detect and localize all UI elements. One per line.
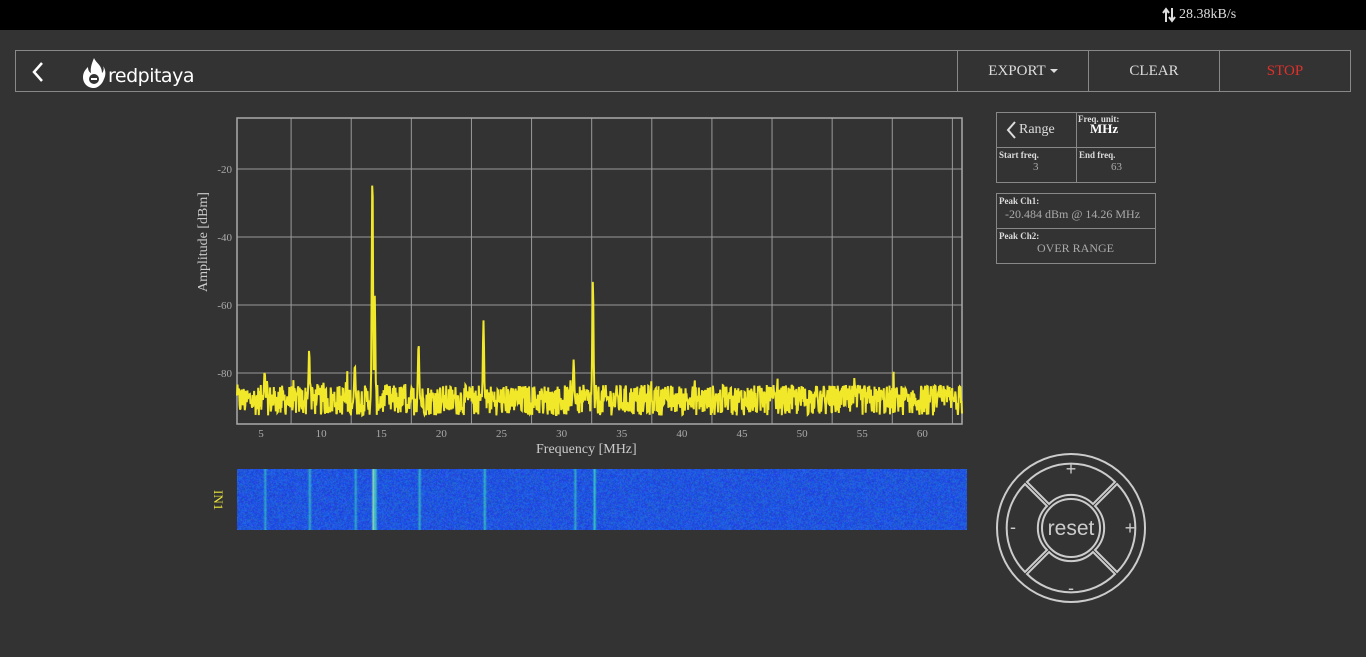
- spectrum-trace-ch1: [236, 185, 963, 418]
- export-label: EXPORT: [988, 62, 1046, 79]
- x-tick-label: 5: [258, 428, 264, 440]
- peak-ch1-value: -20.484 dBm @ 14.26 MHz: [1005, 207, 1141, 221]
- x-tick-label: 45: [736, 428, 748, 440]
- freq-unit-label: Freq. unit:: [1078, 114, 1120, 124]
- spectrum-chart[interactable]: 5 10 15 20 25 30 35 40 45 50 55 60 -20 -40 -60 -80: [0, 0, 1366, 470]
- peak-ch1: Peak Ch1: -20.484 dBm @ 14.26 MHz: [997, 194, 1155, 229]
- redpitaya-logo: redpitaya: [82, 56, 194, 90]
- stop-button[interactable]: STOP: [1219, 51, 1350, 91]
- y-tick-label: -60: [217, 300, 232, 312]
- chevron-left-icon: [32, 62, 43, 82]
- x-axis-label: Frequency [MHz]: [536, 442, 637, 457]
- x-tick-label: 40: [676, 428, 688, 440]
- x-tick-label: 10: [316, 428, 328, 440]
- reset-button[interactable]: reset: [1041, 498, 1101, 558]
- peak-ch1-label: Peak Ch1:: [999, 196, 1040, 206]
- back-button[interactable]: [24, 57, 54, 87]
- app-header: redpitaya EXPORT CLEAR STOP: [15, 50, 1351, 92]
- x-tick-label: 60: [917, 428, 929, 440]
- x-tick-label: 55: [857, 428, 869, 440]
- x-tick-label: 30: [556, 428, 568, 440]
- x-tick-label: 15: [376, 428, 388, 440]
- chevron-left-icon: [1006, 121, 1016, 139]
- plot-border: [236, 117, 963, 425]
- flame-logo-icon: [83, 58, 106, 88]
- end-freq-value: 63: [1111, 161, 1122, 173]
- end-freq-field[interactable]: End freq. 63: [1077, 148, 1156, 182]
- zoom-dpad: + + - - reset: [996, 453, 1146, 603]
- start-freq-field[interactable]: Start freq. 3: [997, 148, 1077, 182]
- x-tick-label: 50: [797, 428, 809, 440]
- clear-button[interactable]: CLEAR: [1088, 51, 1219, 91]
- stop-label: STOP: [1266, 62, 1304, 79]
- network-rate: 28.38kB/s: [1162, 7, 1236, 23]
- y-tick-label: -80: [217, 368, 232, 380]
- freq-unit-value: MHz: [1090, 121, 1119, 136]
- y-tick-label: -40: [217, 232, 232, 244]
- range-button[interactable]: Range: [997, 113, 1077, 148]
- y-axis-label: Amplitude [dBm]: [196, 192, 211, 292]
- dpad-outer-ring: [996, 453, 1146, 603]
- peak-ch2-value: OVER RANGE: [1037, 241, 1114, 255]
- freq-unit-select[interactable]: Freq. unit: MHz: [1077, 113, 1156, 148]
- y-tick-label: -20: [217, 164, 232, 176]
- dpad-right-button[interactable]: +: [1093, 482, 1137, 574]
- dpad-down-button[interactable]: -: [1025, 550, 1117, 598]
- system-status-bar: 28.38kB/s: [0, 0, 1366, 30]
- caret-down-icon: [1049, 69, 1058, 73]
- dpad-down-minus: -: [1068, 578, 1074, 598]
- x-tick-label: 20: [436, 428, 448, 440]
- export-button[interactable]: EXPORT: [957, 51, 1088, 91]
- range-panel: Range Freq. unit: MHz Start freq. 3 End …: [996, 112, 1156, 183]
- peak-panel: Peak Ch1: -20.484 dBm @ 14.26 MHz Peak C…: [996, 193, 1156, 264]
- waterfall-display: [237, 469, 967, 530]
- reset-label: reset: [1048, 517, 1095, 540]
- dpad-up-button[interactable]: +: [1025, 459, 1117, 506]
- clear-label: CLEAR: [1129, 62, 1179, 79]
- dpad-up-plus: +: [1066, 459, 1077, 479]
- end-freq-label: End freq.: [1079, 150, 1116, 160]
- up-down-arrows-icon: [1162, 7, 1176, 23]
- peak-ch2-label: Peak Ch2:: [999, 231, 1040, 241]
- logo-text: redpitaya: [108, 65, 194, 87]
- dpad-right-plus: +: [1125, 518, 1136, 538]
- start-freq-label: Start freq.: [999, 150, 1039, 160]
- net-rate-text: 28.38kB/s: [1179, 7, 1237, 22]
- start-freq-value: 3: [1033, 161, 1039, 173]
- peak-ch2: Peak Ch2: OVER RANGE: [997, 229, 1155, 263]
- x-tick-label: 35: [616, 428, 628, 440]
- range-label: Range: [1019, 122, 1055, 137]
- dpad-left-minus: -: [1010, 517, 1016, 537]
- x-tick-label: 25: [496, 428, 508, 440]
- waterfall-channel-label: IN1: [211, 490, 226, 511]
- dpad-left-button[interactable]: -: [1005, 482, 1049, 574]
